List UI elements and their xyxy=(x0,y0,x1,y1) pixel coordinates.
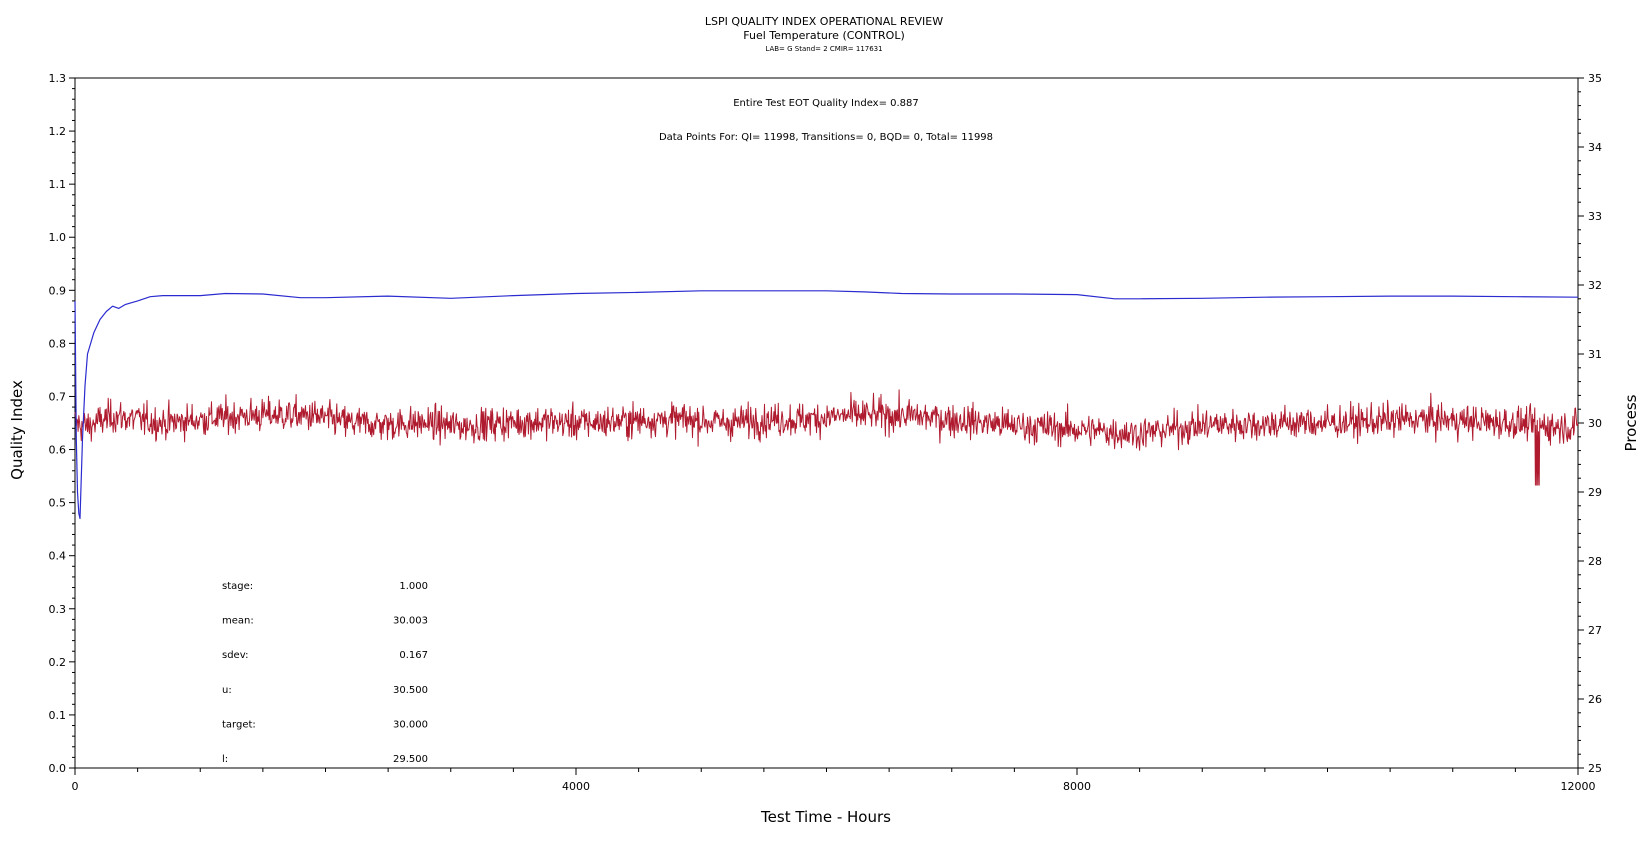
stat-value: 29.500 xyxy=(393,754,428,765)
y-tick-label: 0.6 xyxy=(49,444,67,457)
stat-value: 1.000 xyxy=(399,581,428,592)
x-tick-label: 12000 xyxy=(1561,780,1596,793)
data-points-note: Data Points For: QI= 11998, Transitions=… xyxy=(659,132,993,143)
stat-label: target: xyxy=(222,719,256,730)
y2-tick-label: 32 xyxy=(1588,279,1602,292)
y2-axis-label: Process xyxy=(1622,394,1640,451)
y2-tick-label: 26 xyxy=(1588,693,1602,706)
y-tick-label: 0.9 xyxy=(49,284,67,297)
quality-index-note: Entire Test EOT Quality Index= 0.887 xyxy=(733,98,919,109)
y-tick-label: 0.3 xyxy=(49,603,67,616)
y-tick-label: 0.5 xyxy=(49,497,67,510)
y2-tick-label: 28 xyxy=(1588,555,1602,568)
stat-label: u: xyxy=(222,685,232,696)
y2-tick-label: 25 xyxy=(1588,762,1602,775)
y2-tick-label: 31 xyxy=(1588,348,1602,361)
x-axis-label: Test Time - Hours xyxy=(760,808,891,826)
y-tick-label: 0.0 xyxy=(49,762,67,775)
stat-value: 0.167 xyxy=(399,650,428,661)
stat-label: l: xyxy=(222,754,228,765)
y-tick-label: 0.2 xyxy=(49,656,67,669)
y2-tick-label: 29 xyxy=(1588,486,1602,499)
stat-label: mean: xyxy=(222,616,254,627)
x-tick-label: 8000 xyxy=(1063,780,1091,793)
chart-subtitle: Fuel Temperature (CONTROL) xyxy=(743,29,905,42)
y-axis-label: Quality Index xyxy=(8,380,26,480)
y2-tick-label: 30 xyxy=(1588,417,1602,430)
stat-label: sdev: xyxy=(222,650,248,661)
y-tick-label: 1.2 xyxy=(49,125,67,138)
y-tick-label: 1.0 xyxy=(49,231,67,244)
quality-index-series-line xyxy=(74,290,1579,520)
stat-value: 30.003 xyxy=(393,616,428,627)
y-tick-label: 0.7 xyxy=(49,390,67,403)
y-tick-label: 1.1 xyxy=(49,178,67,191)
y-tick-label: 1.3 xyxy=(49,72,67,85)
chart-meta: LAB= G Stand= 2 CMIR= 117631 xyxy=(765,45,882,53)
y2-tick-label: 33 xyxy=(1588,210,1602,223)
stat-label: stage: xyxy=(222,581,253,592)
x-tick-label: 0 xyxy=(72,780,79,793)
y-tick-label: 0.1 xyxy=(49,709,67,722)
y2-tick-label: 27 xyxy=(1588,624,1602,637)
x-tick-label: 4000 xyxy=(562,780,590,793)
stat-value: 30.000 xyxy=(393,719,428,730)
y2-tick-label: 35 xyxy=(1588,72,1602,85)
y-tick-label: 0.8 xyxy=(49,337,67,350)
stat-value: 30.500 xyxy=(393,685,428,696)
y-tick-label: 0.4 xyxy=(49,550,67,563)
chart-title: LSPI QUALITY INDEX OPERATIONAL REVIEW xyxy=(705,15,943,28)
y2-tick-label: 34 xyxy=(1588,141,1602,154)
process-series-line xyxy=(74,389,1579,486)
